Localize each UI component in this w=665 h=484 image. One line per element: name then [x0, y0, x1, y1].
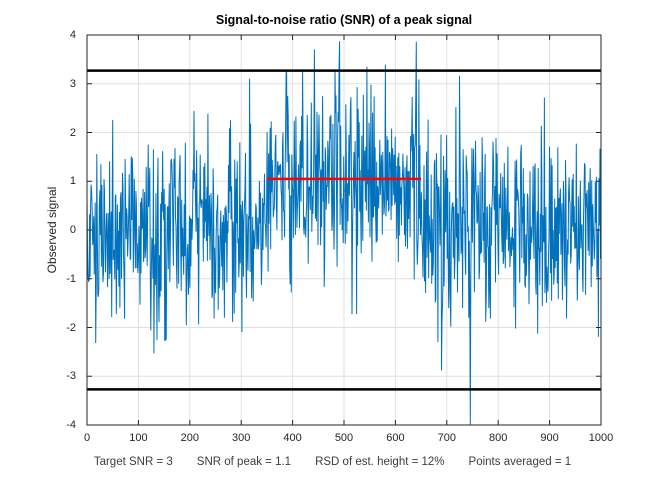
y-tick-label: 3 — [69, 77, 76, 90]
x-tick-label: 100 — [129, 432, 148, 444]
x-tick-label: 900 — [540, 432, 559, 444]
x-tick-label: 0 — [83, 432, 91, 444]
x-tick-label: 800 — [489, 432, 508, 444]
x-tick-label: 700 — [437, 432, 456, 444]
caption-points-averaged: Points averaged = 1 — [468, 456, 572, 468]
caption-snr-of-peak: SNR of peak = 1.1 — [196, 456, 292, 468]
y-tick-label: -2 — [66, 321, 76, 334]
caption-target-snr: Target SNR = 3 — [93, 456, 173, 468]
y-tick-label: 0 — [69, 224, 76, 236]
x-tick-label: 300 — [232, 432, 251, 444]
caption-rsd-est-height: RSD of est. height = 12% — [315, 456, 445, 468]
x-tick-label: 600 — [386, 432, 405, 444]
observed-signal-line — [87, 41, 601, 425]
y-tick-label: -3 — [66, 370, 76, 383]
x-tick-label: 400 — [283, 432, 302, 444]
chart-title: Signal-to-noise ratio (SNR) of a peak si… — [215, 13, 473, 27]
y-tick-label: 4 — [69, 29, 76, 41]
x-tick-label: 500 — [334, 432, 354, 444]
y-tick-label: 1 — [69, 175, 76, 188]
y-tick-label: -4 — [66, 419, 76, 431]
x-tick-label: 200 — [180, 432, 199, 444]
x-tick-label: 1000 — [588, 432, 614, 444]
stats-caption: Target SNR = 3 SNR of peak = 1.1 RSD of … — [0, 456, 665, 468]
y-tick-label: -1 — [66, 272, 76, 285]
y-tick-label: 2 — [69, 126, 76, 139]
